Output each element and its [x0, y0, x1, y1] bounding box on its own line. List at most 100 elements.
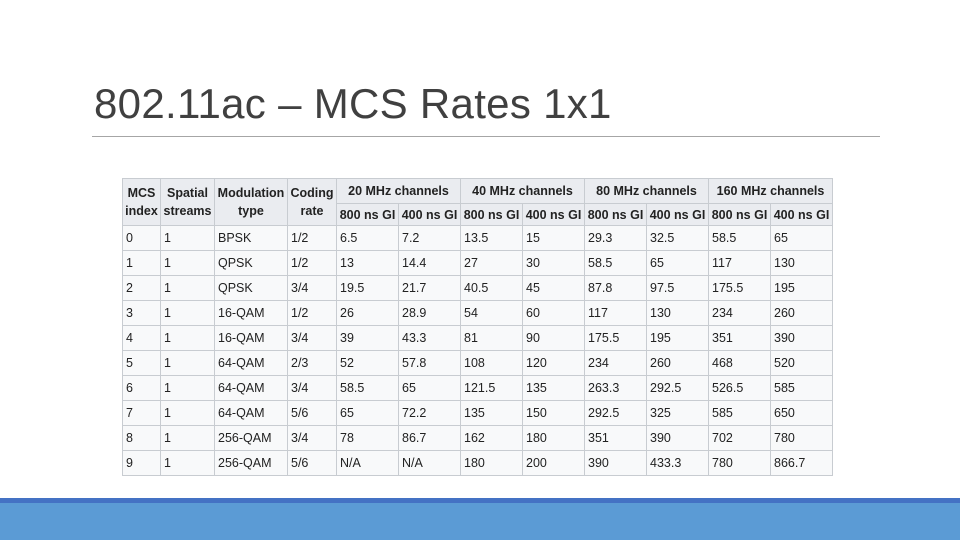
- cell-80mhz-800ns: 175.5: [584, 325, 647, 351]
- header-guard-interval: 800 ns GI: [460, 203, 523, 226]
- cell-40mhz-800ns: 135: [460, 400, 523, 426]
- cell-20mhz-800ns: 13: [336, 250, 399, 276]
- cell-40mhz-400ns: 150: [522, 400, 585, 426]
- header-spatial-streams: Spatial streams: [160, 178, 215, 226]
- cell-160mhz-800ns: 780: [708, 450, 771, 476]
- cell-160mhz-800ns: 351: [708, 325, 771, 351]
- cell-20mhz-800ns: 78: [336, 425, 399, 451]
- cell-40mhz-400ns: 90: [522, 325, 585, 351]
- cell-40mhz-800ns: 162: [460, 425, 523, 451]
- cell-80mhz-800ns: 29.3: [584, 225, 647, 251]
- cell-mcs-index: 6: [122, 375, 161, 401]
- cell-80mhz-800ns: 117: [584, 300, 647, 326]
- cell-modulation: QPSK: [214, 250, 288, 276]
- header-guard-interval: 400 ns GI: [770, 203, 833, 226]
- cell-80mhz-400ns: 65: [646, 250, 709, 276]
- cell-40mhz-800ns: 180: [460, 450, 523, 476]
- cell-40mhz-800ns: 81: [460, 325, 523, 351]
- cell-80mhz-400ns: 325: [646, 400, 709, 426]
- cell-mcs-index: 7: [122, 400, 161, 426]
- cell-40mhz-800ns: 40.5: [460, 275, 523, 301]
- cell-20mhz-400ns: 21.7: [398, 275, 461, 301]
- cell-modulation: BPSK: [214, 225, 288, 251]
- cell-80mhz-400ns: 433.3: [646, 450, 709, 476]
- cell-80mhz-400ns: 130: [646, 300, 709, 326]
- cell-160mhz-800ns: 468: [708, 350, 771, 376]
- cell-80mhz-400ns: 390: [646, 425, 709, 451]
- cell-160mhz-400ns: 130: [770, 250, 833, 276]
- table-row: 0 1 BPSK 1/2 6.5 7.2 13.5 15 29.3 32.5 58.5 65: [122, 225, 833, 251]
- cell-160mhz-400ns: 260: [770, 300, 833, 326]
- cell-40mhz-800ns: 13.5: [460, 225, 523, 251]
- cell-mcs-index: 2: [122, 275, 161, 301]
- cell-160mhz-400ns: 390: [770, 325, 833, 351]
- header-80mhz-channels: 80 MHz channels: [584, 178, 709, 204]
- cell-coding-rate: 1/2: [287, 300, 337, 326]
- cell-modulation: 64-QAM: [214, 375, 288, 401]
- cell-spatial-streams: 1: [160, 375, 215, 401]
- cell-80mhz-400ns: 32.5: [646, 225, 709, 251]
- header-guard-interval: 400 ns GI: [522, 203, 585, 226]
- cell-80mhz-800ns: 234: [584, 350, 647, 376]
- cell-spatial-streams: 1: [160, 300, 215, 326]
- cell-160mhz-800ns: 58.5: [708, 225, 771, 251]
- cell-80mhz-800ns: 390: [584, 450, 647, 476]
- header-mcs-index: MCS index: [122, 178, 161, 226]
- cell-coding-rate: 5/6: [287, 450, 337, 476]
- cell-40mhz-400ns: 30: [522, 250, 585, 276]
- cell-20mhz-400ns: 7.2: [398, 225, 461, 251]
- header-guard-interval: 800 ns GI: [336, 203, 399, 226]
- cell-coding-rate: 3/4: [287, 275, 337, 301]
- cell-spatial-streams: 1: [160, 275, 215, 301]
- cell-80mhz-800ns: 292.5: [584, 400, 647, 426]
- cell-40mhz-400ns: 200: [522, 450, 585, 476]
- cell-coding-rate: 5/6: [287, 400, 337, 426]
- cell-20mhz-400ns: 14.4: [398, 250, 461, 276]
- cell-20mhz-800ns: 39: [336, 325, 399, 351]
- table-row: 2 1 QPSK 3/4 19.5 21.7 40.5 45 87.8 97.5 175.5 195: [122, 275, 833, 301]
- header-guard-interval: 800 ns GI: [584, 203, 647, 226]
- cell-modulation: 64-QAM: [214, 400, 288, 426]
- table-row: 3 1 16-QAM 1/2 26 28.9 54 60 117 130 234 260: [122, 300, 833, 326]
- cell-modulation: 256-QAM: [214, 450, 288, 476]
- cell-mcs-index: 1: [122, 250, 161, 276]
- header-guard-interval: 400 ns GI: [398, 203, 461, 226]
- cell-40mhz-800ns: 108: [460, 350, 523, 376]
- cell-coding-rate: 1/2: [287, 225, 337, 251]
- title-divider: [92, 136, 880, 137]
- cell-spatial-streams: 1: [160, 400, 215, 426]
- cell-20mhz-400ns: 86.7: [398, 425, 461, 451]
- cell-160mhz-800ns: 234: [708, 300, 771, 326]
- table-row: 8 1 256-QAM 3/4 78 86.7 162 180 351 390 702 780: [122, 425, 833, 451]
- footer-accent-bar: [0, 498, 960, 540]
- cell-coding-rate: 2/3: [287, 350, 337, 376]
- cell-160mhz-400ns: 585: [770, 375, 833, 401]
- cell-40mhz-800ns: 54: [460, 300, 523, 326]
- cell-80mhz-400ns: 260: [646, 350, 709, 376]
- mcs-rates-table: MCS index Spatial streams Modulation type C…: [122, 178, 833, 476]
- header-guard-interval: 400 ns GI: [646, 203, 709, 226]
- cell-160mhz-800ns: 585: [708, 400, 771, 426]
- cell-160mhz-400ns: 520: [770, 350, 833, 376]
- slide-title: 802.11ac – MCS Rates 1x1: [94, 80, 612, 127]
- cell-40mhz-400ns: 45: [522, 275, 585, 301]
- cell-40mhz-400ns: 60: [522, 300, 585, 326]
- cell-20mhz-800ns: N/A: [336, 450, 399, 476]
- cell-40mhz-800ns: 121.5: [460, 375, 523, 401]
- table-row: 7 1 64-QAM 5/6 65 72.2 135 150 292.5 325 585 650: [122, 400, 833, 426]
- table-row: 5 1 64-QAM 2/3 52 57.8 108 120 234 260 468 520: [122, 350, 833, 376]
- cell-spatial-streams: 1: [160, 450, 215, 476]
- header-coding-rate: Coding rate: [287, 178, 337, 226]
- cell-20mhz-400ns: 28.9: [398, 300, 461, 326]
- cell-160mhz-800ns: 117: [708, 250, 771, 276]
- cell-coding-rate: 3/4: [287, 425, 337, 451]
- cell-40mhz-400ns: 120: [522, 350, 585, 376]
- header-160mhz-channels: 160 MHz channels: [708, 178, 833, 204]
- cell-80mhz-400ns: 292.5: [646, 375, 709, 401]
- cell-20mhz-800ns: 6.5: [336, 225, 399, 251]
- cell-spatial-streams: 1: [160, 325, 215, 351]
- cell-160mhz-800ns: 175.5: [708, 275, 771, 301]
- cell-40mhz-400ns: 15: [522, 225, 585, 251]
- cell-mcs-index: 0: [122, 225, 161, 251]
- table-row: 9 1 256-QAM 5/6 N/A N/A 180 200 390 433.3 780 866.7: [122, 450, 833, 476]
